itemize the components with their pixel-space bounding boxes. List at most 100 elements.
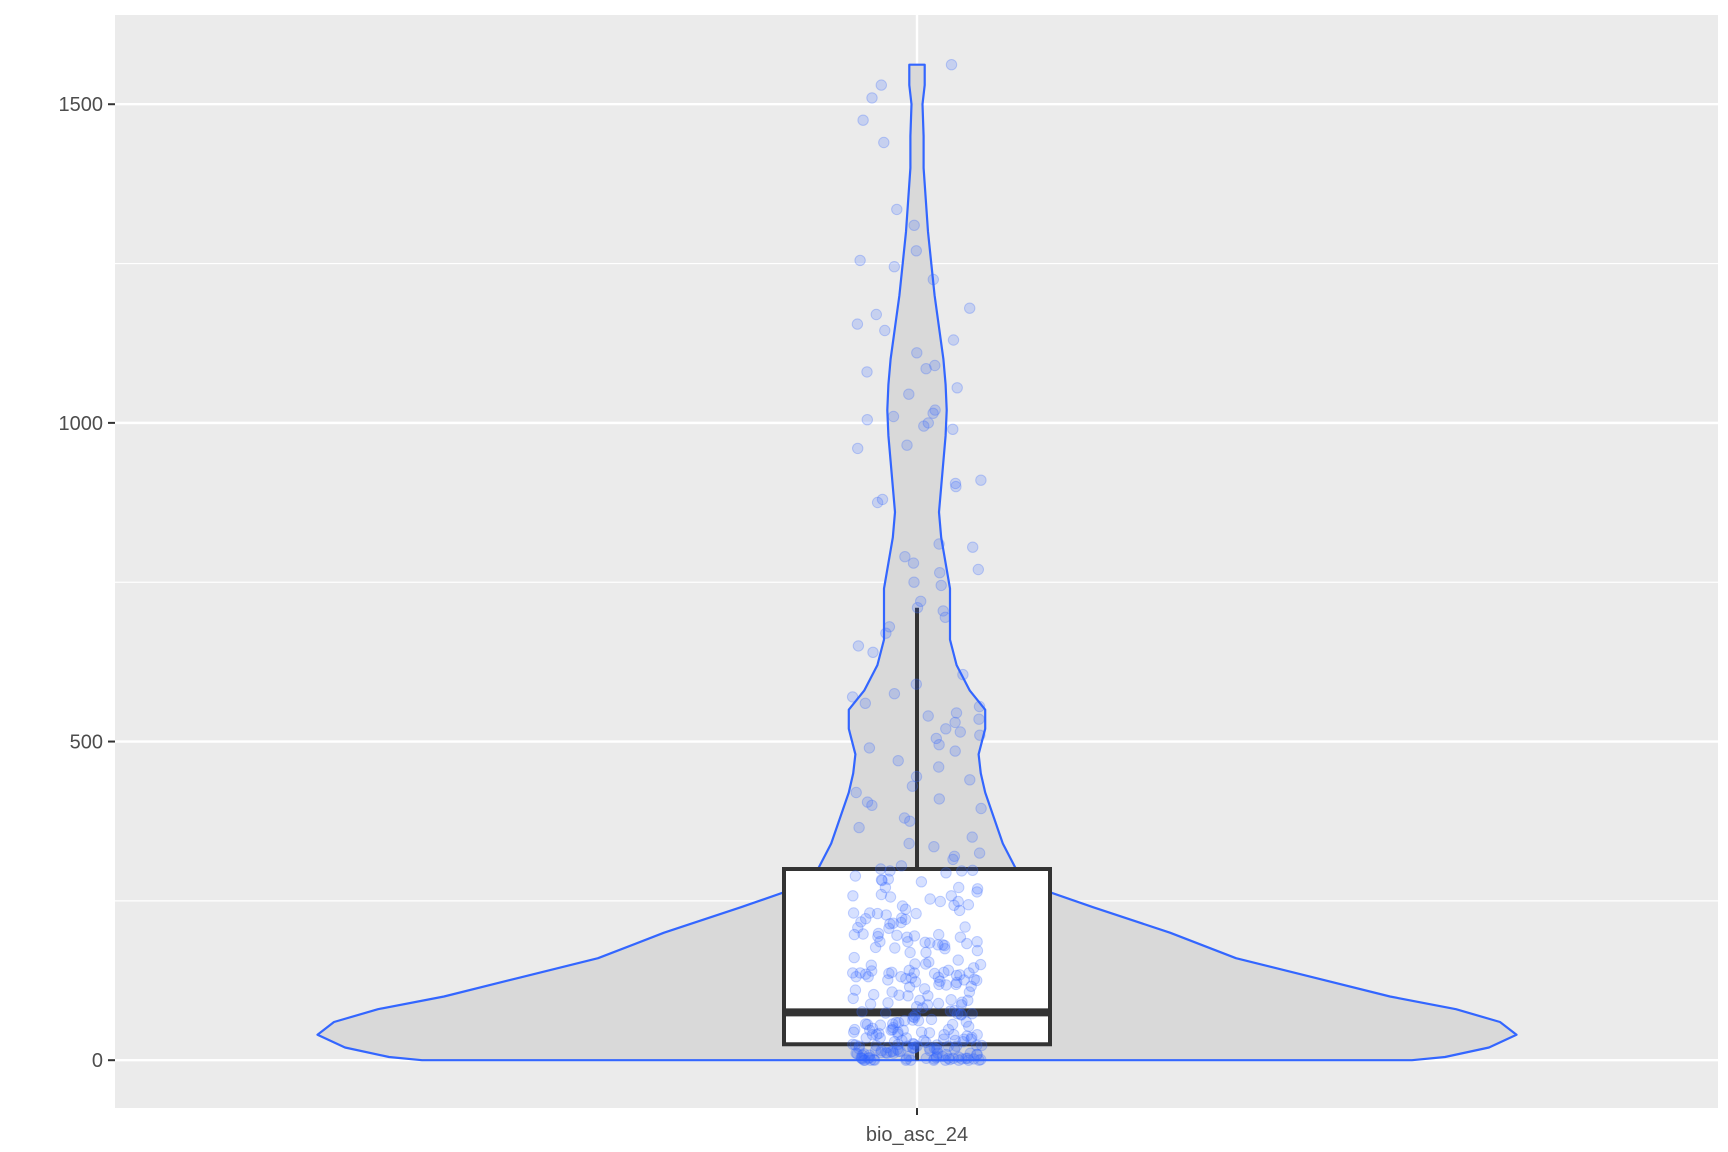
data-point (849, 870, 862, 882)
data-point (902, 936, 914, 948)
data-point (864, 1024, 876, 1036)
data-point (936, 1050, 949, 1063)
data-point (953, 1054, 965, 1066)
data-point (971, 883, 984, 895)
data-point (922, 990, 934, 1002)
data-point (879, 324, 891, 337)
data-point (861, 796, 874, 808)
data-point (961, 1030, 973, 1042)
data-point (931, 1043, 943, 1056)
data-point (950, 707, 963, 719)
data-point (929, 404, 941, 416)
data-point (940, 867, 952, 879)
data-point (855, 1052, 867, 1064)
data-point (937, 1033, 950, 1045)
data-point (942, 1052, 955, 1065)
data-point (896, 900, 909, 912)
data-point (968, 962, 980, 974)
data-point (963, 967, 975, 979)
data-point (867, 646, 879, 658)
data-point (909, 958, 921, 970)
data-point (849, 1023, 861, 1036)
data-point (964, 774, 976, 786)
data-point (874, 1019, 887, 1031)
data-point (882, 873, 894, 885)
data-point (863, 742, 876, 754)
data-point (853, 1043, 865, 1055)
data-point (954, 726, 966, 738)
data-point (866, 799, 878, 811)
data-point (915, 1026, 928, 1038)
data-point (953, 904, 966, 917)
data-point (874, 936, 886, 948)
data-point (922, 710, 934, 722)
data-point (862, 1052, 874, 1065)
data-point (971, 936, 983, 948)
data-point (880, 1046, 892, 1059)
data-point (908, 930, 921, 942)
data-point (957, 1036, 969, 1048)
data-point (956, 865, 968, 877)
data-point (946, 1018, 959, 1031)
data-point (880, 627, 892, 639)
data-point (957, 668, 969, 681)
violin-bio-asc-24 (316, 63, 1518, 1062)
data-point (875, 1046, 887, 1059)
data-point (899, 903, 912, 915)
data-point (948, 1043, 961, 1056)
data-point (934, 975, 946, 987)
data-point (933, 793, 945, 805)
data-point (860, 968, 872, 980)
data-point (947, 334, 960, 346)
data-point (896, 912, 908, 924)
data-point (872, 930, 884, 943)
data-point (958, 1033, 970, 1045)
data-point (966, 831, 978, 843)
data-point (884, 891, 897, 903)
data-point (952, 895, 964, 908)
data-point (975, 802, 987, 815)
data-point (968, 973, 980, 985)
data-point (853, 1040, 866, 1052)
data-point (910, 907, 922, 920)
data-point (947, 423, 959, 435)
data-point (875, 1044, 888, 1057)
data-point (949, 716, 961, 729)
data-point (972, 563, 984, 576)
data-point (956, 1053, 968, 1065)
data-point (903, 388, 915, 400)
data-point (911, 602, 924, 614)
data-point (934, 895, 946, 908)
data-point (884, 865, 896, 877)
data-point (888, 1036, 901, 1048)
data-point (950, 480, 962, 493)
data-point (975, 1053, 987, 1066)
data-point (856, 1053, 869, 1065)
data-point (951, 976, 963, 989)
data-point (930, 732, 942, 745)
data-point (871, 907, 884, 920)
data-point (891, 1043, 904, 1056)
data-point (887, 410, 900, 423)
data-point (885, 1024, 897, 1036)
data-point (908, 219, 920, 232)
data-point (949, 1034, 961, 1047)
data-point (964, 1047, 976, 1059)
data-point (971, 974, 983, 987)
data-point (852, 442, 864, 455)
data-point (881, 1047, 893, 1059)
data-point (890, 1016, 902, 1029)
data-point (846, 691, 859, 703)
axes: 0 500 1000 1500 bio_asc_24 (59, 94, 969, 1146)
data-point (949, 477, 962, 490)
data-point (881, 1041, 893, 1054)
data-point (952, 1051, 965, 1063)
data-point (931, 1050, 943, 1063)
data-point (887, 1018, 899, 1030)
violin-layer (316, 63, 1518, 1062)
data-point (892, 1038, 904, 1051)
data-point (910, 770, 923, 783)
data-point (848, 951, 860, 964)
data-point (864, 907, 876, 919)
data-point (933, 739, 945, 751)
